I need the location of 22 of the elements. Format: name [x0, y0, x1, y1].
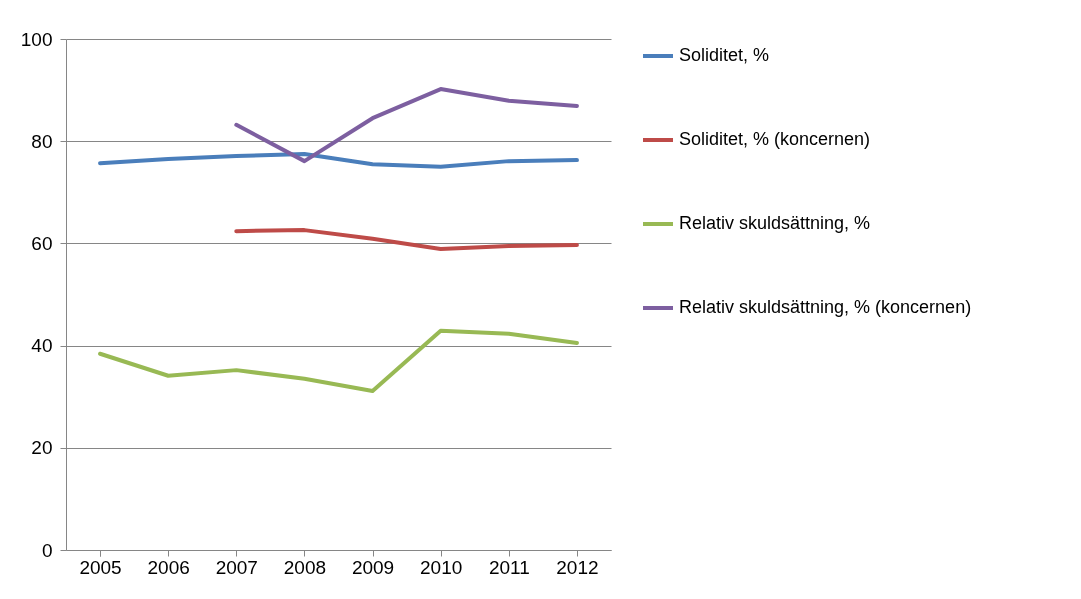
x-tick-label: 2005 [79, 556, 122, 578]
x-tick-label: 2008 [283, 556, 327, 578]
y-tick-label: 0 [41, 539, 53, 561]
legend-label: Relativ skuldsättning, % [679, 213, 871, 233]
x-tick-label: 2007 [215, 556, 258, 578]
y-tick-label: 80 [31, 130, 53, 152]
x-tick-label: 2011 [488, 556, 530, 578]
line-series [234, 228, 579, 252]
legend-label: Relativ skuldsättning, % (koncernen) [679, 297, 972, 317]
y-tick-label: 20 [31, 437, 53, 459]
line-series [234, 87, 579, 164]
y-tick-label: 60 [31, 232, 53, 254]
line-series [98, 151, 579, 169]
legend-label: Soliditet, % [679, 45, 770, 65]
y-tick-label: 100 [20, 28, 53, 50]
x-tick-label: 2010 [420, 556, 463, 578]
x-tick-label: 2006 [147, 556, 190, 578]
y-tick-label: 40 [31, 335, 53, 357]
x-tick-label: 2009 [351, 556, 395, 578]
x-tick-label: 2012 [556, 556, 599, 578]
line-series [98, 328, 579, 394]
legend-label: Soliditet, % (koncernen) [679, 129, 871, 149]
